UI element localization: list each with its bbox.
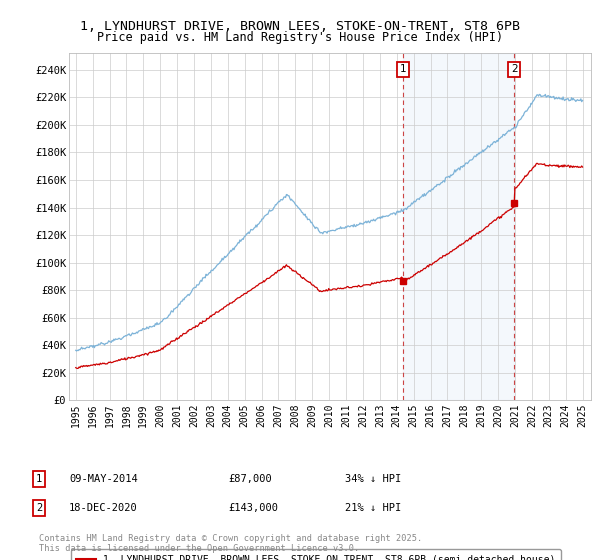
Text: 34% ↓ HPI: 34% ↓ HPI bbox=[345, 474, 401, 484]
Text: 09-MAY-2014: 09-MAY-2014 bbox=[69, 474, 138, 484]
Text: 21% ↓ HPI: 21% ↓ HPI bbox=[345, 503, 401, 513]
Text: 1: 1 bbox=[400, 64, 406, 74]
Text: 1, LYNDHURST DRIVE, BROWN LEES, STOKE-ON-TRENT, ST8 6PB: 1, LYNDHURST DRIVE, BROWN LEES, STOKE-ON… bbox=[80, 20, 520, 32]
Legend: 1, LYNDHURST DRIVE, BROWN LEES, STOKE-ON-TRENT, ST8 6PB (semi-detached house), H: 1, LYNDHURST DRIVE, BROWN LEES, STOKE-ON… bbox=[71, 549, 560, 560]
Text: 2: 2 bbox=[511, 64, 518, 74]
Text: Contains HM Land Registry data © Crown copyright and database right 2025.
This d: Contains HM Land Registry data © Crown c… bbox=[39, 534, 422, 553]
Text: Price paid vs. HM Land Registry's House Price Index (HPI): Price paid vs. HM Land Registry's House … bbox=[97, 31, 503, 44]
Text: £87,000: £87,000 bbox=[228, 474, 272, 484]
Text: 1: 1 bbox=[36, 474, 42, 484]
Text: 18-DEC-2020: 18-DEC-2020 bbox=[69, 503, 138, 513]
Text: £143,000: £143,000 bbox=[228, 503, 278, 513]
Bar bbox=[403, 53, 514, 400]
Text: 2: 2 bbox=[36, 503, 42, 513]
